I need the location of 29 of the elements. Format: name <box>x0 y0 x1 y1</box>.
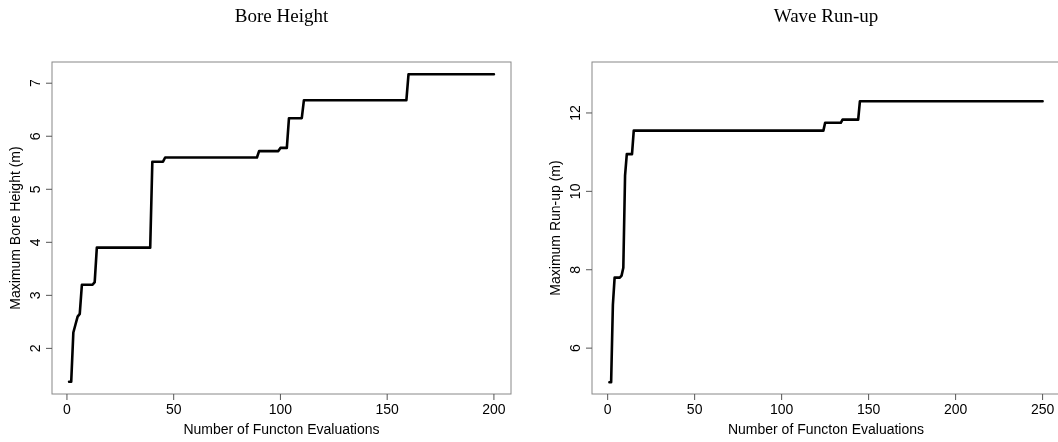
x-tick-label: 100 <box>769 401 794 417</box>
y-axis-title: Maximum Run-up (m) <box>547 160 563 296</box>
chart-title: Wave Run-up <box>773 5 879 26</box>
y-tick-label: 2 <box>27 344 43 353</box>
line-series <box>67 72 496 384</box>
x-axis-title: Number of Functon Evaluations <box>183 421 380 437</box>
x-tick-label: 50 <box>165 401 182 417</box>
x-tick-label: 0 <box>603 401 612 417</box>
y-tick-label: 12 <box>567 104 583 121</box>
y-axis-title: Maximum Bore Height (m) <box>7 146 23 310</box>
y-tick-label: 10 <box>567 183 583 200</box>
x-tick-label: 250 <box>1030 401 1055 417</box>
x-axis-title: Number of Functon Evaluations <box>727 421 925 437</box>
x-tick-label: 50 <box>686 401 703 417</box>
x-tick-label: 0 <box>63 401 72 417</box>
y-tick-label: 5 <box>27 185 43 194</box>
x-tick-label: 150 <box>375 401 400 417</box>
y-tick-label: 6 <box>27 132 43 141</box>
y-tick-label: 3 <box>27 291 43 300</box>
chart-title: Bore Height <box>234 5 329 26</box>
x-tick-label: 150 <box>856 401 881 417</box>
y-tick-label: 4 <box>27 238 43 247</box>
y-tick-label: 8 <box>567 265 583 274</box>
x-tick-label: 100 <box>268 401 293 417</box>
line-series <box>608 99 1044 384</box>
x-tick-label: 200 <box>943 401 968 417</box>
y-tick-label: 7 <box>27 79 43 88</box>
y-tick-label: 6 <box>567 344 583 353</box>
x-tick-label: 200 <box>482 401 506 417</box>
